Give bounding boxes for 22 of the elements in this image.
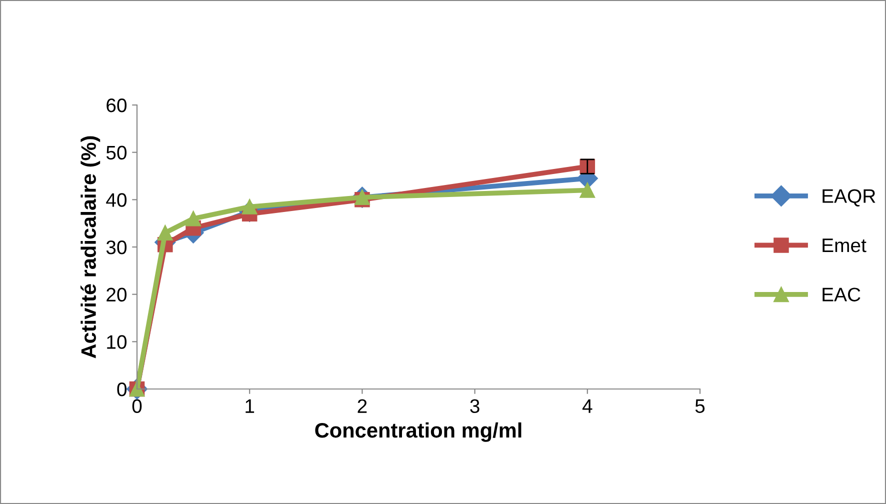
y-tick-label: 0: [117, 382, 127, 396]
x-tick-label: 3: [470, 399, 480, 414]
y-tick-label: 40: [106, 193, 127, 207]
point: [186, 210, 201, 226]
point: [158, 225, 173, 240]
legend-label: EAC: [822, 288, 860, 302]
legend-label: Emet: [822, 238, 866, 252]
y-axis-title: Activité radicalaire (%): [80, 136, 100, 358]
x-tick-label: 5: [695, 399, 705, 414]
x-tick-label: 1: [246, 399, 254, 413]
legend-label: EAQR: [822, 189, 876, 206]
x-tick-label: 2: [358, 399, 367, 413]
y-tick-label: 30: [106, 240, 127, 254]
point: [242, 199, 258, 214]
x-tick-label: 4: [582, 399, 592, 413]
y-tick-label: 60: [106, 98, 127, 112]
y-tick-label: 50: [106, 146, 127, 160]
x-tick-label: 0: [132, 399, 142, 414]
point: [580, 182, 596, 198]
x-axis-title: Concentration mg/ml: [315, 422, 522, 442]
y-tick-label: 10: [107, 335, 127, 349]
y-tick-label: 20: [106, 288, 127, 302]
